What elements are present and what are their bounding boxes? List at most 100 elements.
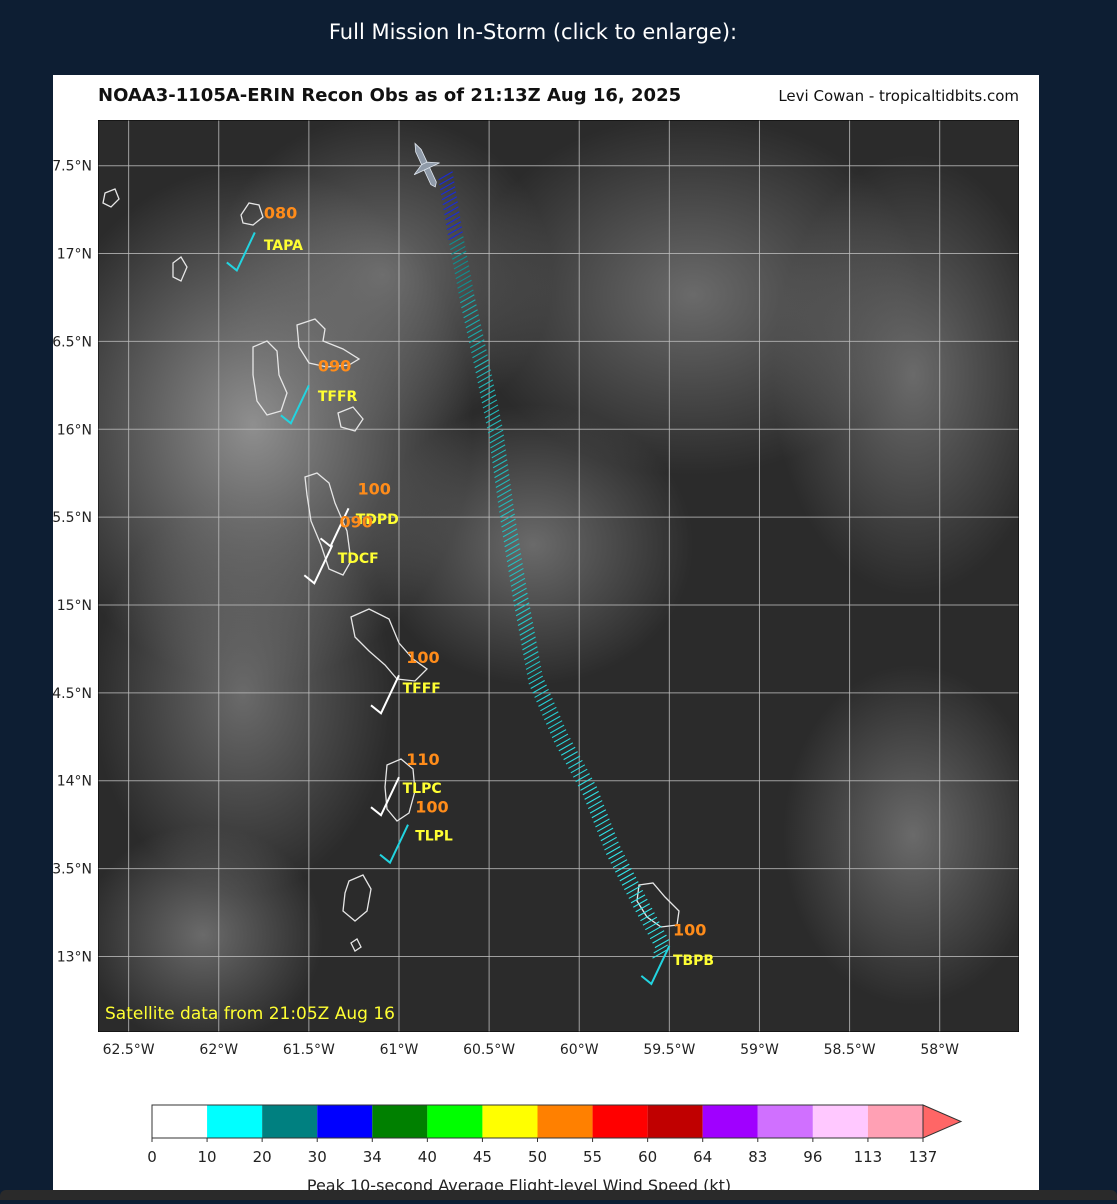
track-barb bbox=[635, 903, 650, 913]
track-barb bbox=[577, 777, 593, 787]
track-barb bbox=[447, 226, 463, 236]
track-barb bbox=[637, 907, 653, 917]
track-barb bbox=[511, 582, 527, 592]
track-barb bbox=[544, 711, 559, 721]
latitude-tick-labels: 17.5°N 17°N 16.5°N 16°N 15.5°N 15°N 14.5°N 14°N… bbox=[43, 159, 92, 966]
track-barb bbox=[640, 912, 655, 922]
coastline-montserrat bbox=[172, 256, 188, 282]
track-barb bbox=[445, 216, 461, 226]
track-barb bbox=[582, 786, 598, 796]
colorbar-tick-label: 60 bbox=[638, 1148, 657, 1166]
track-barb bbox=[452, 255, 468, 265]
track-barb bbox=[467, 329, 483, 339]
track-barb bbox=[451, 250, 467, 260]
track-barb bbox=[480, 389, 496, 399]
track-barb bbox=[602, 836, 617, 846]
station-tfff: 100 TFFF bbox=[370, 648, 441, 715]
track-barb bbox=[513, 592, 528, 602]
track-barb bbox=[518, 621, 534, 631]
track-barb bbox=[654, 939, 670, 949]
station-id: TLPL bbox=[415, 828, 453, 844]
lat-tick-label: 16.5°N bbox=[53, 334, 92, 350]
track-barb bbox=[512, 587, 527, 597]
track-barb bbox=[503, 533, 519, 543]
station-id: TAPA bbox=[264, 238, 303, 254]
lon-tick-label: 61°W bbox=[380, 1042, 419, 1058]
track-barb bbox=[628, 889, 644, 899]
track-barb bbox=[489, 434, 505, 444]
track-barb bbox=[482, 399, 498, 409]
track-barb bbox=[563, 751, 578, 761]
lon-tick-label: 61.5°W bbox=[283, 1042, 335, 1058]
track-barb bbox=[647, 925, 662, 935]
colorbar-tick-label: 50 bbox=[528, 1148, 547, 1166]
track-barb bbox=[572, 768, 588, 778]
lon-tick-label: 59.5°W bbox=[643, 1042, 695, 1058]
colorbar-bin bbox=[427, 1105, 483, 1138]
track-barb bbox=[526, 665, 542, 675]
track-barb bbox=[469, 339, 485, 349]
track-barb bbox=[444, 206, 459, 216]
track-barb bbox=[481, 394, 497, 404]
station-tapa: 080 TAPA bbox=[226, 203, 303, 273]
track-barb bbox=[472, 349, 487, 359]
track-barb bbox=[530, 680, 545, 690]
station-wind-barb bbox=[226, 232, 256, 273]
track-barb bbox=[500, 513, 515, 523]
track-barb bbox=[584, 790, 599, 800]
track-barb bbox=[556, 737, 571, 747]
station-wind-value: 100 bbox=[673, 920, 706, 939]
track-barb bbox=[536, 693, 551, 703]
station-wind-value: 100 bbox=[415, 797, 448, 816]
station-tbpb: 100 TBPB bbox=[640, 920, 714, 986]
station-wind-barb bbox=[640, 945, 671, 986]
recon-figure[interactable]: NOAA3-1105A-ERIN Recon Obs as of 21:13Z … bbox=[43, 75, 1039, 1200]
colorbar-bin bbox=[262, 1105, 318, 1138]
coastline-antigua bbox=[240, 202, 264, 226]
track-barb bbox=[519, 626, 535, 636]
lat-tick-label: 16°N bbox=[57, 422, 92, 438]
track-barb bbox=[505, 548, 521, 558]
satellite-note: Satellite data from 21:05Z Aug 16 bbox=[105, 1004, 395, 1024]
track-barb bbox=[558, 742, 574, 752]
track-barb bbox=[542, 706, 557, 716]
track-barb bbox=[517, 617, 533, 626]
track-barb bbox=[509, 567, 524, 577]
track-barb bbox=[498, 503, 514, 513]
track-barb bbox=[488, 429, 504, 439]
station-id: TLPC bbox=[403, 781, 442, 797]
station-tdpd: 100 TDPD bbox=[319, 479, 399, 548]
station-id: TDPD bbox=[356, 512, 399, 528]
map-title: NOAA3-1105A-ERIN Recon Obs as of 21:13Z … bbox=[98, 85, 681, 106]
colorbar-bin bbox=[372, 1105, 428, 1138]
island-coastlines bbox=[102, 188, 680, 952]
track-barb bbox=[505, 543, 520, 553]
track-barb bbox=[514, 602, 530, 612]
track-barb bbox=[478, 379, 494, 389]
track-barb bbox=[538, 697, 553, 707]
track-barb bbox=[575, 773, 590, 783]
station-id: TFFR bbox=[318, 389, 358, 405]
track-barb bbox=[617, 868, 632, 877]
track-barb bbox=[553, 733, 569, 743]
track-barb bbox=[630, 894, 646, 904]
colorbar-tick-label: 137 bbox=[909, 1148, 938, 1166]
track-barb bbox=[484, 409, 500, 419]
longitude-tick-labels: 62.5°W 62°W 61.5°W 61°W 60.5°W 60°W 59.5°W 59°W… bbox=[103, 1042, 960, 1058]
lon-tick-label: 58°W bbox=[920, 1042, 959, 1058]
track-barb bbox=[445, 211, 460, 221]
track-barb bbox=[440, 181, 455, 191]
track-barb bbox=[483, 404, 499, 414]
track-barb bbox=[600, 832, 616, 842]
colorbar-tick-label: 30 bbox=[308, 1148, 327, 1166]
track-barb bbox=[523, 646, 538, 656]
station-id: TBPB bbox=[673, 953, 714, 969]
track-barb bbox=[442, 196, 458, 206]
track-barb bbox=[468, 334, 484, 344]
colorbar-bin bbox=[207, 1105, 263, 1138]
track-barb bbox=[621, 876, 637, 886]
station-wind-value: 100 bbox=[358, 479, 391, 498]
track-barb bbox=[502, 523, 517, 533]
station-tlpc: 110 TLPC bbox=[370, 750, 442, 817]
station-wind-barb bbox=[370, 674, 400, 715]
